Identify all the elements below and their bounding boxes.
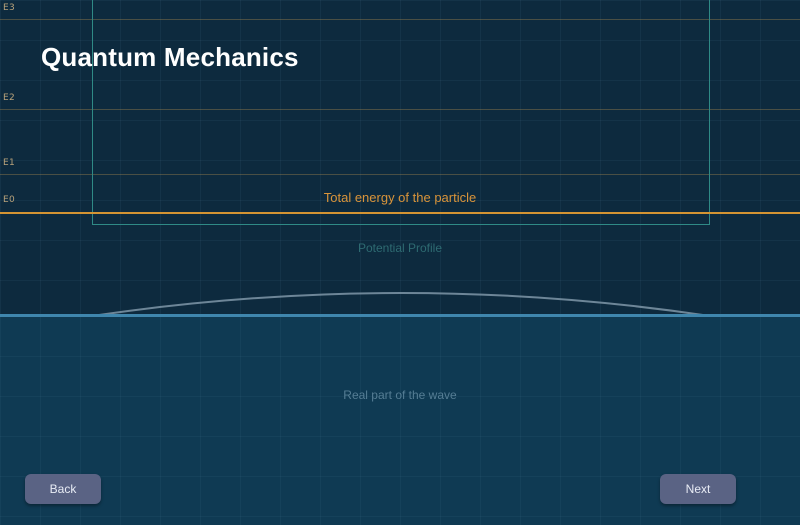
panel-divider xyxy=(0,314,800,317)
next-button[interactable]: Next xyxy=(660,474,736,504)
energy-level-label-e0: E0 xyxy=(3,195,16,205)
wave-curve xyxy=(91,292,711,317)
energy-diagram-panel xyxy=(0,0,800,316)
energy-level-line-e2 xyxy=(0,109,800,110)
total-energy-line[interactable] xyxy=(0,212,800,214)
total-energy-label: Total energy of the particle xyxy=(323,190,477,205)
back-button[interactable]: Back xyxy=(25,474,101,504)
energy-level-line-e1 xyxy=(0,174,800,175)
energy-level-line-e3 xyxy=(0,19,800,20)
energy-level-label-e2: E2 xyxy=(3,93,16,103)
potential-well-box xyxy=(92,0,710,225)
wave-real-part-label: Real part of the wave xyxy=(343,388,457,402)
energy-level-label-e3: E3 xyxy=(3,3,16,13)
page-title: Quantum Mechanics xyxy=(41,42,299,72)
potential-profile-label: Potential Profile xyxy=(357,241,443,255)
energy-level-label-e1: E1 xyxy=(3,158,16,168)
